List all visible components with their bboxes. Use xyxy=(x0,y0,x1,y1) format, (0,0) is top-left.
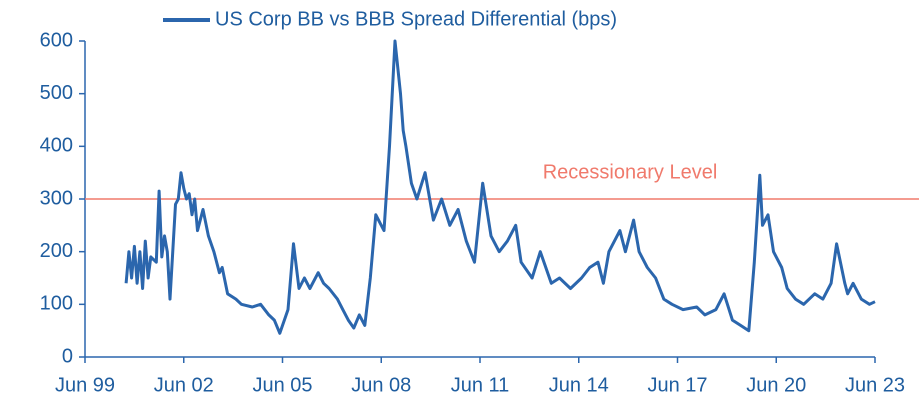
x-tick-label: Jun 23 xyxy=(845,374,905,396)
y-tick-label: 500 xyxy=(40,82,73,104)
x-tick-label: Jun 02 xyxy=(154,374,214,396)
y-tick-label: 0 xyxy=(62,345,73,367)
y-tick-label: 100 xyxy=(40,293,73,315)
x-tick-label: Jun 17 xyxy=(647,374,707,396)
y-tick-label: 400 xyxy=(40,135,73,157)
y-tick-label: 600 xyxy=(40,29,73,51)
x-tick-label: Jun 08 xyxy=(351,374,411,396)
y-tick-label: 200 xyxy=(40,240,73,262)
x-tick-label: Jun 14 xyxy=(549,374,609,396)
legend-label: US Corp BB vs BBB Spread Differential (b… xyxy=(215,8,617,30)
x-tick-label: Jun 99 xyxy=(55,374,115,396)
reference-label: Recessionary Level xyxy=(543,161,718,183)
x-tick-label: Jun 11 xyxy=(451,374,510,396)
x-tick-label: Jun 05 xyxy=(252,374,312,396)
series-line xyxy=(124,39,876,335)
y-tick-label: 300 xyxy=(40,187,73,209)
x-tick-label: Jun 20 xyxy=(746,374,806,396)
